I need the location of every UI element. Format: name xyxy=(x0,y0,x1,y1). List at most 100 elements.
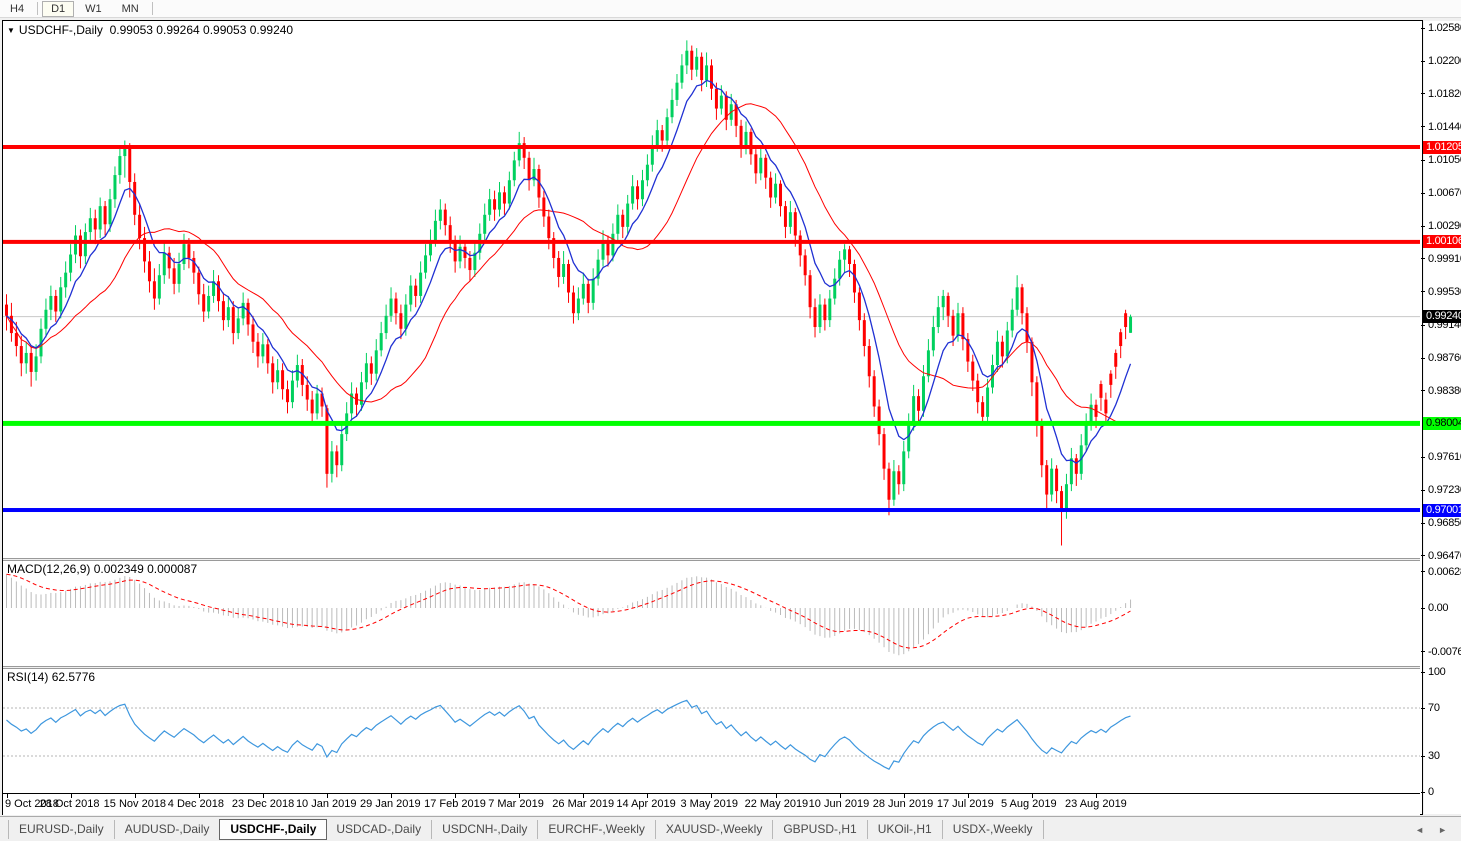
rsi-chart xyxy=(3,699,1420,770)
time-tick xyxy=(455,794,457,798)
panel-divider[interactable] xyxy=(3,666,1420,669)
time-label: 28 Oct 2018 xyxy=(39,798,100,810)
time-axis[interactable]: 9 Oct 2018 28 Oct 2018 15 Nov 2018 4 Dec 20… xyxy=(3,793,1420,815)
chart-tab-audusd[interactable]: AUDUSD-,Daily xyxy=(115,820,221,839)
axis-tick xyxy=(1421,60,1425,62)
chart-tab-gbpusd[interactable]: GBPUSD-,H1 xyxy=(773,820,868,839)
macd-values: 0.002349 0.000087 xyxy=(93,562,198,576)
time-label: 10 Jan 2019 xyxy=(295,798,357,810)
axis-tick xyxy=(1421,324,1425,326)
chart-tab-usdcnh[interactable]: USDCNH-,Daily xyxy=(432,820,539,839)
rsi-value: 62.5776 xyxy=(51,670,96,684)
time-label: 22 May 2019 xyxy=(744,798,809,810)
rsi-label: RSI(14) xyxy=(7,670,49,684)
axis-label: 1.01820 xyxy=(1428,87,1461,100)
axis-tick xyxy=(1421,357,1425,359)
time-tick xyxy=(711,794,713,798)
axis-label: 1.01050 xyxy=(1428,154,1461,167)
price-axis[interactable]: 1.02580 1.02200 1.01820 1.01440 1.01050 1.006… xyxy=(1421,21,1461,814)
chart-tab-ukoil[interactable]: UKOil-,H1 xyxy=(868,820,943,839)
chart-tab-usdchf[interactable]: USDCHF-,Daily xyxy=(219,819,328,840)
axis-tick xyxy=(1421,522,1425,524)
axis-label: 0.006286 xyxy=(1428,565,1461,578)
price-level-badge: 0.97001 xyxy=(1423,503,1461,517)
time-tick xyxy=(839,794,841,798)
axis-label: 0 xyxy=(1428,786,1434,798)
time-label: 3 May 2019 xyxy=(680,798,738,810)
price-level-badge: 0.99240 xyxy=(1423,310,1461,324)
chart-tab-usdx[interactable]: USDX-,Weekly xyxy=(943,820,1044,839)
axis-tick xyxy=(1421,192,1425,194)
price-panel: ▼ USDCHF-,Daily 0.99053 0.99264 0.99053 0… xyxy=(3,21,1420,558)
time-tick xyxy=(583,794,585,798)
macd-panel: MACD(12,26,9) 0.002349 0.000087 xyxy=(3,561,1420,666)
time-tick xyxy=(70,794,72,798)
time-tick xyxy=(1096,794,1098,798)
timeframe-button-mn[interactable]: MN xyxy=(121,2,139,15)
axis-label: 1.01440 xyxy=(1428,120,1461,133)
symbol-dropdown-icon[interactable]: ▼ xyxy=(7,26,15,35)
axis-label: 30 xyxy=(1428,750,1440,762)
chart-tab-usdcad[interactable]: USDCAD-,Daily xyxy=(326,820,433,839)
axis-label: 70 xyxy=(1428,702,1440,714)
timeframe-toolbar: H4 D1 W1 MN xyxy=(0,0,1461,18)
time-tick xyxy=(967,794,969,798)
axis-tick xyxy=(1421,607,1425,609)
time-label: 26 Mar 2019 xyxy=(552,798,615,810)
axis-tick xyxy=(1421,258,1425,260)
time-tick xyxy=(326,794,328,798)
time-label: 9 Oct 2018 xyxy=(5,798,59,810)
axis-label: 1.02580 xyxy=(1428,22,1461,35)
time-tick xyxy=(519,794,521,798)
time-label: 10 Jun 2019 xyxy=(808,798,870,810)
time-tick xyxy=(262,794,264,798)
chart-tab-bar: EURUSD-,Daily AUDUSD-,Daily USDCHF-,Daily U… xyxy=(0,816,1461,841)
toolbar-separator xyxy=(151,2,153,15)
chart-tab-xauusd[interactable]: XAUUSD-,Weekly xyxy=(656,820,774,839)
panel-divider[interactable] xyxy=(3,558,1420,561)
axis-tick xyxy=(1421,27,1425,29)
axis-tick xyxy=(1421,225,1425,227)
time-tick xyxy=(1031,794,1033,798)
chart-window: ▼ USDCHF-,Daily 0.99053 0.99264 0.99053 0… xyxy=(2,20,1423,815)
time-label: 4 Dec 2018 xyxy=(167,798,225,810)
ohlc-values: 0.99053 0.99264 0.99053 0.99240 xyxy=(109,23,294,37)
axis-label: -0.00762 xyxy=(1428,645,1461,658)
macd-header: MACD(12,26,9) 0.002349 0.000087 xyxy=(7,562,197,576)
chart-tab-eurchf[interactable]: EURCHF-,Weekly xyxy=(538,820,656,839)
tab-scroll-left-icon[interactable]: ◄ xyxy=(1415,824,1425,835)
time-tick xyxy=(647,794,649,798)
tab-scroll-controls: ◄ ► xyxy=(1415,825,1447,835)
time-label: 17 Feb 2019 xyxy=(424,798,486,810)
price-level-badge: 1.00106 xyxy=(1423,235,1461,249)
timeframe-button-d1[interactable]: D1 xyxy=(42,0,75,17)
time-tick xyxy=(198,794,200,798)
toolbar-separator xyxy=(37,2,39,15)
chart-tabs: EURUSD-,Daily AUDUSD-,Daily USDCHF-,Daily U… xyxy=(8,819,1044,840)
timeframe-button-h4[interactable]: H4 xyxy=(10,2,25,15)
time-label: 23 Aug 2019 xyxy=(1065,798,1127,810)
timeframe-button-w1[interactable]: W1 xyxy=(85,2,102,15)
time-tick xyxy=(6,794,8,798)
axis-tick xyxy=(1421,755,1425,757)
axis-tick xyxy=(1421,651,1425,653)
axis-tick xyxy=(1421,707,1425,709)
tab-scroll-right-icon[interactable]: ► xyxy=(1438,824,1447,835)
axis-label: 1.02200 xyxy=(1428,55,1461,68)
axis-tick xyxy=(1421,555,1425,557)
axis-tick xyxy=(1421,571,1425,573)
axis-tick xyxy=(1421,291,1425,293)
chart-tab-eurusd[interactable]: EURUSD-,Daily xyxy=(8,820,115,839)
axis-tick xyxy=(1421,390,1425,392)
price-chart[interactable] xyxy=(3,21,1420,558)
time-label: 29 Jan 2019 xyxy=(360,798,421,810)
rsi-header: RSI(14) 62.5776 xyxy=(7,670,95,684)
time-label: 15 Nov 2018 xyxy=(103,798,167,810)
